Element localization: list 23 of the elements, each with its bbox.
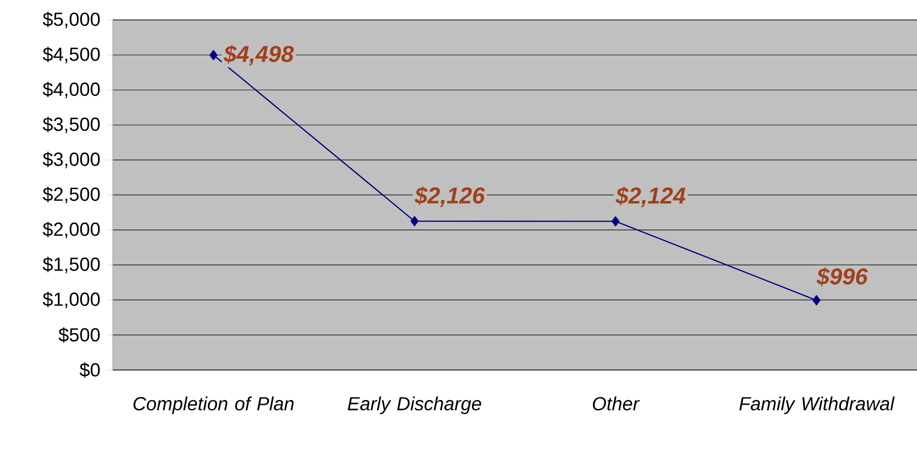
y-tick-label: $3,000 [42,152,100,168]
point [410,216,418,226]
y-tick-label: $1,500 [42,256,100,274]
y-tick-label: $3,500 [42,116,100,134]
y-tick-label: $5,000 [42,12,100,28]
y-tick-label: $0 [80,362,100,378]
y-tick-label: $500 [58,327,100,343]
x-tick-label: Early Discharge [348,396,482,414]
point [812,295,820,306]
y-tick-label: $2,000 [42,222,100,238]
data-label: $996 [816,267,868,286]
data-label: $2,124 [616,186,686,208]
point [612,216,620,226]
x-tick-label: Other [592,396,640,410]
y-tick-label: $1,000 [42,292,100,308]
x-tick-label: Completion of Plan [134,396,294,414]
data-label: $4,498 [224,44,294,66]
point [210,50,218,60]
y-tick-label: $4,000 [42,82,100,98]
x-tick-label: Family Withdrawal [739,396,895,414]
y-tick-label: $2,500 [42,186,100,204]
data-label: $2,126 [414,186,485,207]
y-tick-label: $4,500 [42,46,100,64]
